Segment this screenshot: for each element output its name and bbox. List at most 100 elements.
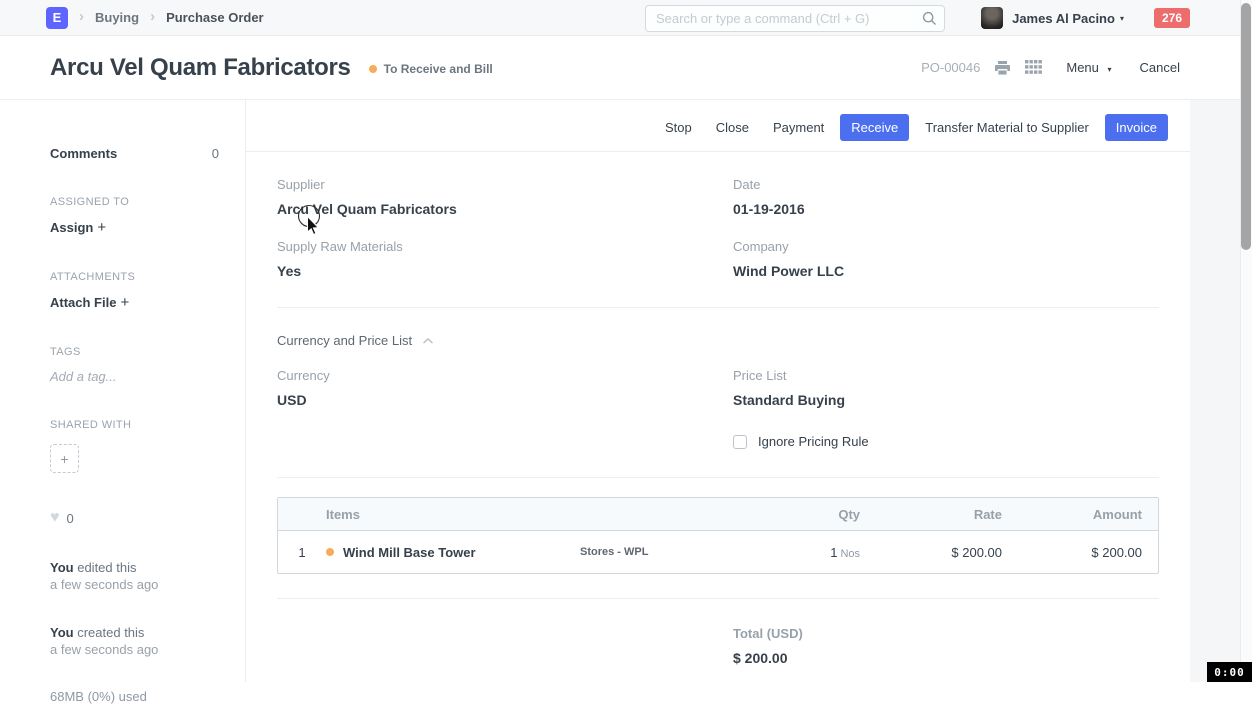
ignore-pricing-rule-checkbox[interactable]: [733, 434, 747, 449]
price-list-label: Price List: [733, 368, 787, 383]
section-collapse-toggle[interactable]: Currency and Price List: [277, 333, 1159, 348]
page-head: Arcu Vel Quam Fabricators To Receive and…: [0, 36, 1252, 100]
chevron-up-icon: [422, 337, 434, 345]
company-value[interactable]: Wind Power LLC: [733, 263, 845, 279]
transfer-material-button[interactable]: Transfer Material to Supplier: [913, 114, 1101, 141]
activity-action: edited this: [77, 560, 137, 575]
stop-button[interactable]: Stop: [653, 114, 704, 141]
activity-who: You: [50, 560, 74, 575]
currency-value[interactable]: USD: [277, 392, 307, 408]
activity-when: a few seconds ago: [50, 577, 159, 592]
ignore-pricing-rule-field[interactable]: Ignore Pricing Rule: [733, 434, 1159, 449]
notification-badge[interactable]: 276: [1153, 8, 1190, 28]
receive-button[interactable]: Receive: [840, 114, 910, 141]
form-body: Supplier Arcu Vel Quam Fabricators Date …: [246, 152, 1190, 666]
form-sidebar: Comments 0 ASSIGNED TO Assign + ATTACHMEN…: [0, 100, 246, 704]
breadcrumb-buying[interactable]: Buying: [95, 10, 140, 25]
item-name[interactable]: Wind Mill Base Tower: [343, 544, 476, 560]
comments-link[interactable]: Comments 0: [50, 146, 219, 161]
activity-when: a few seconds ago: [50, 642, 159, 657]
tags-heading: TAGS: [50, 346, 81, 358]
navbar: E › Buying › Purchase Order James Al Pac…: [0, 0, 1252, 36]
comments-label: Comments: [50, 146, 118, 161]
table-row[interactable]: 1 Wind Mill Base Tower Stores - WPL 1 Nos…: [278, 531, 1158, 573]
page-head-actions: PO-00046 Menu ▾ Cancel: [921, 60, 1180, 76]
currency-field[interactable]: Currency USD: [277, 368, 703, 408]
plus-icon: +: [120, 294, 130, 311]
assign-button[interactable]: Assign +: [50, 219, 107, 236]
status-text: To Receive and Bill: [383, 62, 493, 76]
assigned-to-heading: ASSIGNED TO: [50, 196, 130, 208]
menu-button[interactable]: Menu ▾: [1066, 60, 1112, 75]
search-input[interactable]: [645, 5, 945, 32]
currency-price-list-section: Currency and Price List Currency USD Pri…: [277, 308, 1159, 478]
navbar-user-area: James Al Pacino ▾ 276: [981, 0, 1190, 36]
supply-raw-materials-value[interactable]: Yes: [277, 263, 302, 279]
scrollbar-track[interactable]: [1240, 0, 1252, 682]
currency-label: Currency: [277, 368, 330, 383]
user-menu[interactable]: James Al Pacino: [1012, 10, 1115, 26]
scrollbar-thumb[interactable]: [1241, 3, 1251, 250]
breadcrumb-purchase-order[interactable]: Purchase Order: [166, 10, 264, 25]
supply-raw-materials-field[interactable]: Supply Raw Materials Yes: [277, 239, 703, 279]
like-control[interactable]: ♥ 0: [50, 510, 219, 526]
like-count: 0: [66, 510, 74, 526]
total-value: $ 200.00: [733, 650, 788, 666]
heart-icon[interactable]: ♥: [50, 509, 60, 526]
grid-view-icon[interactable]: [1025, 60, 1043, 75]
doc-id: PO-00046: [921, 60, 981, 75]
payment-button[interactable]: Payment: [761, 114, 836, 141]
item-status-dot-icon: [326, 548, 334, 556]
qty-header: Qty: [838, 506, 860, 522]
supplier-label: Supplier: [277, 177, 325, 192]
activity-who: You: [50, 625, 74, 640]
items-table: Items Qty Rate Amount 1 Wind Mill Base T…: [277, 497, 1159, 574]
status-badge: To Receive and Bill: [368, 62, 493, 76]
company-label: Company: [733, 239, 789, 254]
date-field[interactable]: Date 01-19-2016: [733, 177, 1159, 217]
items-table-header: Items Qty Rate Amount: [278, 498, 1158, 531]
supplier-field[interactable]: Supplier Arcu Vel Quam Fabricators: [277, 177, 703, 217]
item-amount: $ 200.00: [1091, 544, 1142, 560]
search-bar: [645, 5, 945, 32]
price-list-field[interactable]: Price List Standard Buying: [733, 368, 1159, 408]
item-uom: Nos: [840, 547, 860, 560]
items-section: Items Qty Rate Amount 1 Wind Mill Base T…: [277, 478, 1159, 599]
invoice-button[interactable]: Invoice: [1104, 114, 1168, 141]
avatar[interactable]: [981, 7, 1004, 29]
company-field[interactable]: Company Wind Power LLC: [733, 239, 1159, 279]
page-title: Arcu Vel Quam Fabricators: [50, 53, 351, 81]
add-share-button[interactable]: +: [50, 444, 79, 473]
rate-header: Rate: [973, 506, 1002, 522]
main-area: Comments 0 ASSIGNED TO Assign + ATTACHMEN…: [0, 100, 1252, 704]
app-logo[interactable]: E: [46, 6, 68, 29]
totals-section: Total (USD) $ 200.00: [277, 599, 1159, 666]
price-list-value[interactable]: Standard Buying: [733, 392, 846, 408]
date-value[interactable]: 01-19-2016: [733, 201, 805, 217]
chevron-right-icon: ›: [150, 8, 156, 25]
main-details-section: Supplier Arcu Vel Quam Fabricators Date …: [277, 152, 1159, 308]
cancel-button[interactable]: Cancel: [1139, 60, 1180, 75]
activity-entry: You edited this a few seconds ago: [50, 559, 219, 593]
print-icon[interactable]: [994, 60, 1011, 76]
close-button[interactable]: Close: [704, 114, 761, 141]
supply-raw-materials-label: Supply Raw Materials: [277, 239, 403, 254]
action-toolbar: Stop Close Payment Receive Transfer Mate…: [246, 100, 1190, 152]
search-icon: [922, 11, 937, 31]
add-tag-input[interactable]: Add a tag...: [50, 369, 117, 384]
caret-down-icon: ▾: [1119, 13, 1124, 23]
attachments-heading: ATTACHMENTS: [50, 271, 136, 283]
chevron-right-icon: ›: [79, 8, 84, 25]
total-label: Total (USD): [733, 626, 803, 641]
attach-file-button[interactable]: Attach File +: [50, 294, 130, 311]
storage-usage: 68MB (0%) used: [50, 689, 147, 704]
status-dot-icon: [368, 65, 377, 73]
activity-entry: You created this a few seconds ago: [50, 624, 219, 658]
ignore-pricing-rule-label: Ignore Pricing Rule: [758, 434, 869, 449]
recording-timer: 0:00: [1207, 662, 1252, 682]
caret-down-icon: ▾: [1107, 65, 1112, 74]
form-area: Stop Close Payment Receive Transfer Mate…: [246, 100, 1190, 682]
supplier-value[interactable]: Arcu Vel Quam Fabricators: [277, 201, 457, 217]
date-label: Date: [733, 177, 761, 192]
section-title: Currency and Price List: [277, 333, 413, 348]
